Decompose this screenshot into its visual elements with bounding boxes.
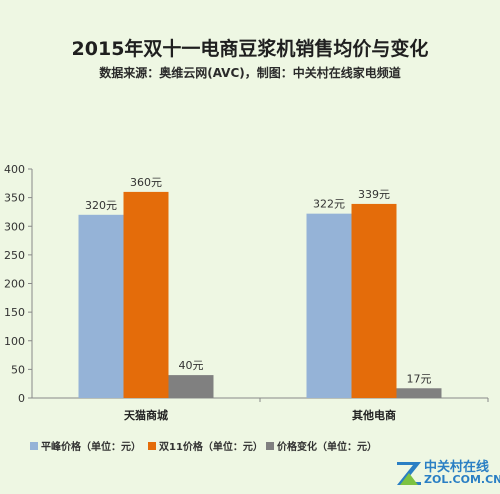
y-tick-label: 100 [4, 335, 25, 348]
bar [306, 213, 352, 398]
bar [351, 203, 397, 398]
y-tick-label: 150 [4, 306, 25, 319]
y-tick-label: 0 [18, 392, 25, 405]
x-tick-label: 其他电商 [352, 408, 396, 422]
y-tick-label: 250 [4, 249, 25, 262]
data-label: 339元 [358, 188, 390, 201]
data-label: 40元 [179, 359, 204, 372]
legend-swatch [148, 442, 156, 450]
data-label: 322元 [313, 198, 345, 211]
x-tick-label: 天猫商城 [124, 408, 168, 422]
zol-logo-domain: ZOL.COM.CN [424, 473, 500, 486]
y-tick-label: 350 [4, 192, 25, 205]
bar [168, 375, 214, 398]
y-tick-label: 300 [4, 220, 25, 233]
zol-logo-icon [397, 462, 421, 485]
legend-label: 价格变化（单位：元） [277, 440, 377, 453]
bar [396, 388, 442, 398]
data-label: 360元 [130, 176, 162, 189]
bar [123, 191, 169, 398]
legend-label: 双11价格（单位：元） [159, 440, 263, 453]
data-label: 17元 [407, 372, 432, 385]
bar [78, 214, 124, 398]
zol-logo-name: 中关村在线 [424, 460, 490, 475]
chart-subtitle: 数据来源：奥维云网(AVC)，制图：中关村在线家电频道 [99, 66, 401, 80]
zol-logo: 中关村在线 ZOL.COM.CN [396, 456, 500, 490]
y-tick-label: 400 [4, 163, 25, 176]
legend-swatch [266, 442, 274, 450]
chart-title: 2015年双十一电商豆浆机销售均价与变化 [71, 38, 429, 60]
legend-label: 平峰价格（单位：元） [41, 440, 141, 453]
y-tick-label: 50 [11, 363, 25, 376]
data-label: 320元 [85, 199, 117, 212]
y-tick-label: 200 [4, 278, 25, 291]
legend-swatch [30, 442, 38, 450]
